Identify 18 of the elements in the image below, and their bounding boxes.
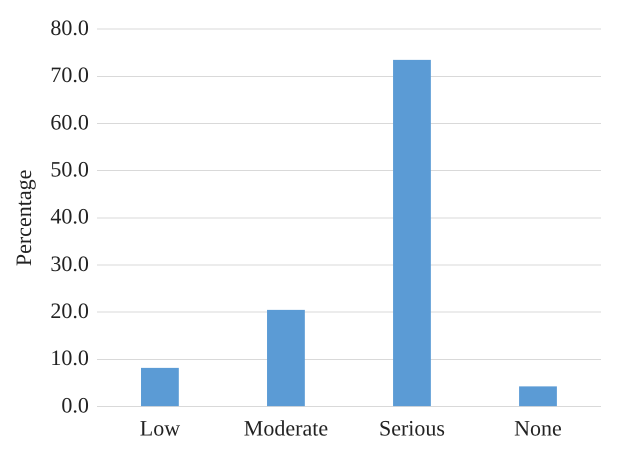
y-axis-title: Percentage xyxy=(10,170,36,266)
bar xyxy=(267,310,305,406)
y-tick-label: 80.0 xyxy=(50,14,89,40)
y-tick-label: 10.0 xyxy=(50,345,89,370)
bar xyxy=(393,60,431,406)
y-tick-label: 60.0 xyxy=(50,109,89,134)
y-tick-label: 20.0 xyxy=(50,298,89,324)
y-tick-label: 70.0 xyxy=(50,62,89,88)
bar xyxy=(519,386,557,406)
x-tick-label: Serious xyxy=(378,416,445,441)
y-tick-label: 40.0 xyxy=(50,204,89,229)
x-tick-label: Moderate xyxy=(244,416,328,441)
y-tick-label: 50.0 xyxy=(50,156,89,182)
x-tick-label: Low xyxy=(140,416,180,441)
bar xyxy=(141,368,179,406)
y-tick-label: 30.0 xyxy=(50,250,89,276)
y-tick-label: 0.0 xyxy=(61,392,89,418)
x-tick-label: None xyxy=(514,416,562,441)
